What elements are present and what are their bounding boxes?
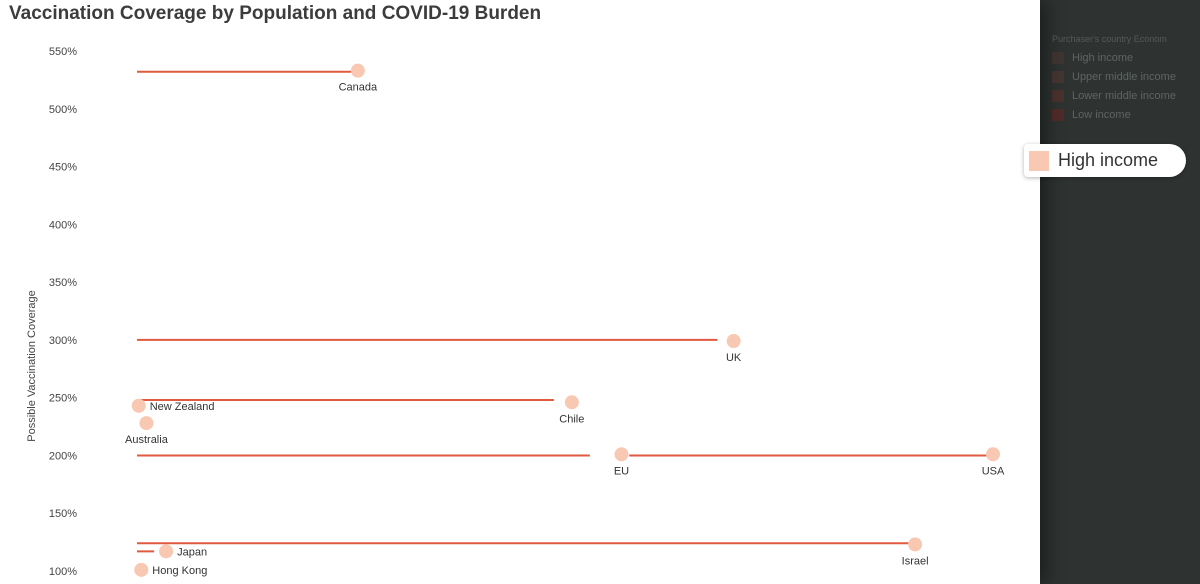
point-label: Israel [902,555,929,567]
point-label: Canada [339,82,378,94]
data-point[interactable] [139,416,154,431]
legend-item-upper-middle-income[interactable]: Upper middle income [1052,67,1200,86]
point-label: New Zealand [150,401,215,413]
point-label: USA [982,465,1005,477]
point-label: Chile [559,413,584,425]
plot-area: 550% 500% 450% 400% 350% 300% 250% 200% 150% 100%… [26,46,1005,578]
y-tick-label: 350% [49,277,77,289]
data-point[interactable] [908,537,923,552]
point-label: Hong Kong [152,565,207,577]
y-tick-label: 300% [49,335,77,347]
legend-label: Upper middle income [1072,70,1176,83]
chart-title: Vaccination Coverage by Population and C… [9,3,542,24]
legend-heading: Purchaser's country Econom [1052,34,1167,44]
y-tick-label: 100% [49,566,77,578]
point-labels: Canada UK New Zealand Chile Australia EU USA Is… [125,82,1005,577]
data-point[interactable] [159,544,174,559]
y-tick-label: 150% [49,508,77,520]
series-points [131,63,1000,577]
legend-label: Lower middle income [1072,89,1176,102]
y-tick-label: 200% [49,450,77,462]
legend-label: Low income [1072,108,1131,121]
point-label: EU [614,465,629,477]
legend-swatch [1052,89,1064,102]
chart-panel: Vaccination Coverage by Population and C… [0,0,1040,584]
legend-item-high-income[interactable]: High income [1052,48,1200,67]
data-point[interactable] [726,334,741,349]
tooltip-label: High income [1058,150,1159,170]
point-label: UK [726,352,742,364]
series-lines [137,70,993,553]
legend-label: High income [1072,51,1134,64]
y-tick-label: 450% [49,162,77,174]
data-point[interactable] [134,562,149,577]
y-tick-label: 550% [49,46,77,58]
point-label: Japan [177,546,207,558]
data-point[interactable] [350,63,365,78]
legend-item-low-income[interactable]: Low income [1052,105,1200,124]
data-point[interactable] [986,447,1000,462]
y-axis-tick-labels: 550% 500% 450% 400% 350% 300% 250% 200% 150% 100% [49,46,77,578]
y-tick-label: 400% [49,219,77,231]
legend-swatch [1052,51,1064,64]
y-tick-label: 250% [49,393,77,405]
y-tick-label: 500% [49,104,77,116]
legend-panel: Purchaser's country Econom High income U… [1052,34,1200,134]
legend-tooltip[interactable]: High income [1024,144,1186,177]
tooltip-swatch [1029,150,1049,171]
legend-swatch [1052,70,1064,83]
y-axis-title: Possible Vaccination Coverage [26,290,38,441]
legend-swatch [1052,108,1064,121]
legend-item-lower-middle-income[interactable]: Lower middle income [1052,86,1200,105]
data-point[interactable] [131,398,146,413]
data-point[interactable] [564,395,579,410]
point-label: Australia [125,434,169,446]
data-point[interactable] [614,447,629,462]
